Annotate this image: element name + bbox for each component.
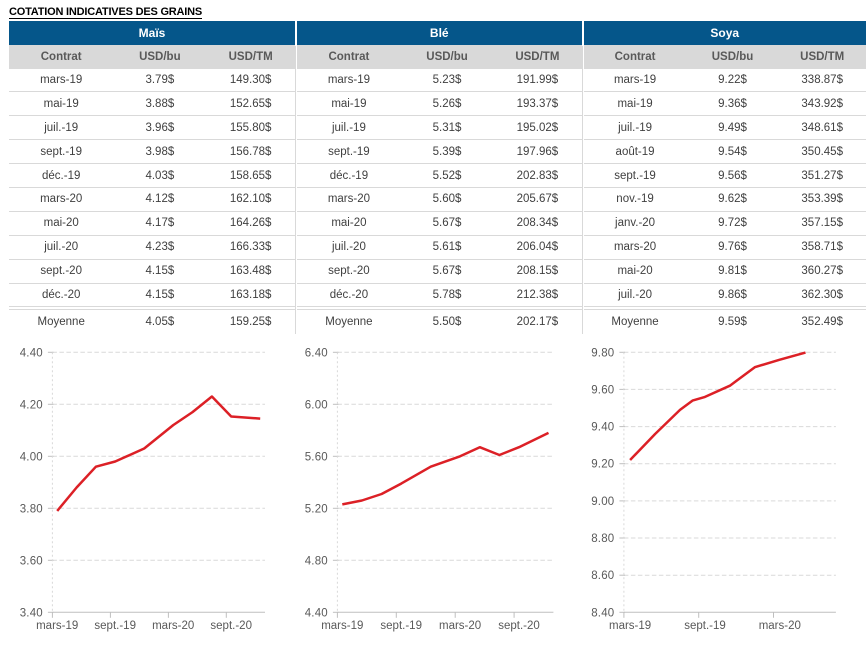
- svg-text:mars-20: mars-20: [759, 620, 801, 632]
- svg-text:5.20: 5.20: [305, 503, 328, 515]
- svg-text:4.80: 4.80: [305, 555, 328, 567]
- svg-text:8.60: 8.60: [591, 570, 614, 582]
- svg-text:mars-19: mars-19: [609, 620, 651, 632]
- svg-text:3.80: 3.80: [20, 503, 43, 515]
- svg-text:sept.-19: sept.-19: [94, 620, 136, 632]
- svg-text:9.80: 9.80: [591, 347, 614, 359]
- svg-text:9.20: 9.20: [591, 459, 614, 471]
- svg-text:8.40: 8.40: [591, 607, 614, 619]
- svg-text:sept.-20: sept.-20: [498, 620, 540, 632]
- svg-text:9.00: 9.00: [591, 496, 614, 508]
- svg-text:4.40: 4.40: [20, 347, 43, 359]
- svg-text:6.40: 6.40: [305, 347, 328, 359]
- svg-text:9.40: 9.40: [591, 422, 614, 434]
- svg-text:9.60: 9.60: [591, 384, 614, 396]
- svg-text:sept.-20: sept.-20: [210, 620, 252, 632]
- svg-text:3.40: 3.40: [20, 607, 43, 619]
- svg-text:sept.-19: sept.-19: [380, 620, 422, 632]
- svg-text:mars-19: mars-19: [36, 620, 78, 632]
- svg-text:4.40: 4.40: [305, 607, 328, 619]
- svg-text:mars-20: mars-20: [152, 620, 194, 632]
- svg-text:3.60: 3.60: [20, 555, 43, 567]
- svg-text:4.00: 4.00: [20, 451, 43, 463]
- svg-text:sept.-19: sept.-19: [684, 620, 726, 632]
- svg-text:8.80: 8.80: [591, 533, 614, 545]
- svg-text:mars-20: mars-20: [439, 620, 481, 632]
- svg-text:5.60: 5.60: [305, 451, 328, 463]
- svg-text:4.20: 4.20: [20, 399, 43, 411]
- svg-text:6.00: 6.00: [305, 399, 328, 411]
- svg-text:mars-19: mars-19: [321, 620, 363, 632]
